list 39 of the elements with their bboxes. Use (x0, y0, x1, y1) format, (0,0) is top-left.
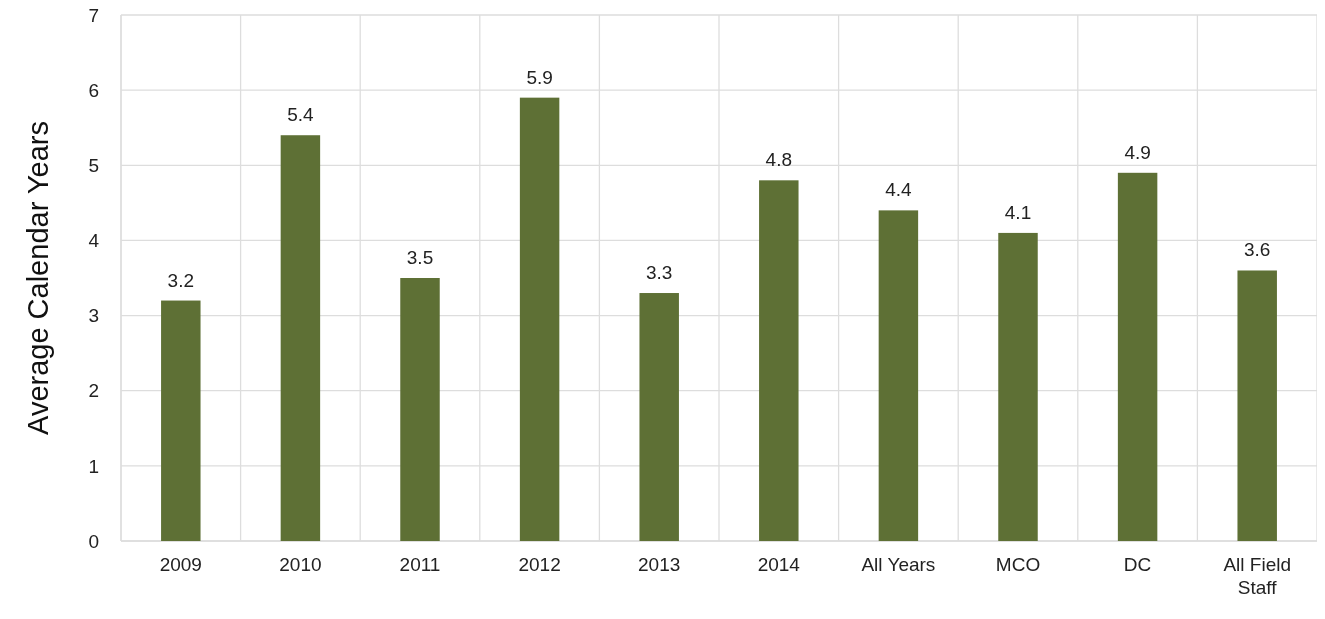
bar (759, 180, 799, 541)
x-tick-label: 2011 (399, 554, 441, 575)
y-axis-title: Average Calendar Years (22, 121, 54, 435)
data-label: 5.4 (287, 104, 315, 126)
data-label: 4.1 (1004, 201, 1032, 223)
y-tick-label: 7 (88, 4, 99, 26)
y-tick-label: 1 (88, 455, 99, 477)
x-tick-label: 2009 (159, 554, 202, 575)
data-label: 3.3 (645, 262, 673, 284)
x-tick-label: All Field Staff (1223, 554, 1291, 598)
bar (1237, 270, 1277, 541)
data-label: 4.9 (1124, 141, 1151, 163)
y-tick-label: 3 (88, 305, 99, 327)
bar (519, 97, 560, 541)
bar (878, 210, 919, 541)
data-label: 3.5 (406, 247, 434, 268)
y-tick-label: 5 (88, 154, 99, 176)
data-label: 4.8 (765, 149, 793, 171)
data-label: 3.6 (1243, 239, 1271, 261)
bar (1117, 172, 1158, 541)
bar (400, 278, 440, 541)
x-tick-label: 2013 (638, 554, 681, 575)
x-tick-label: 2010 (279, 554, 322, 575)
bar (280, 135, 321, 541)
x-tick-label: DC (1123, 554, 1152, 575)
y-tick-label: 2 (88, 380, 99, 402)
data-label: 5.9 (526, 66, 553, 88)
x-tick-label: All Years (861, 554, 936, 575)
y-tick-label: 0 (88, 530, 99, 552)
bar (998, 232, 1038, 541)
y-tick-label: 6 (88, 79, 99, 101)
x-tick-label: 2012 (518, 554, 561, 575)
data-label: 3.2 (167, 269, 195, 291)
data-label: 4.4 (885, 179, 913, 201)
bar (639, 293, 679, 541)
y-tick-label: 4 (88, 230, 100, 252)
x-tick-label: MCO (995, 554, 1041, 575)
x-tick-label: 2014 (757, 554, 801, 575)
bar (161, 300, 201, 541)
